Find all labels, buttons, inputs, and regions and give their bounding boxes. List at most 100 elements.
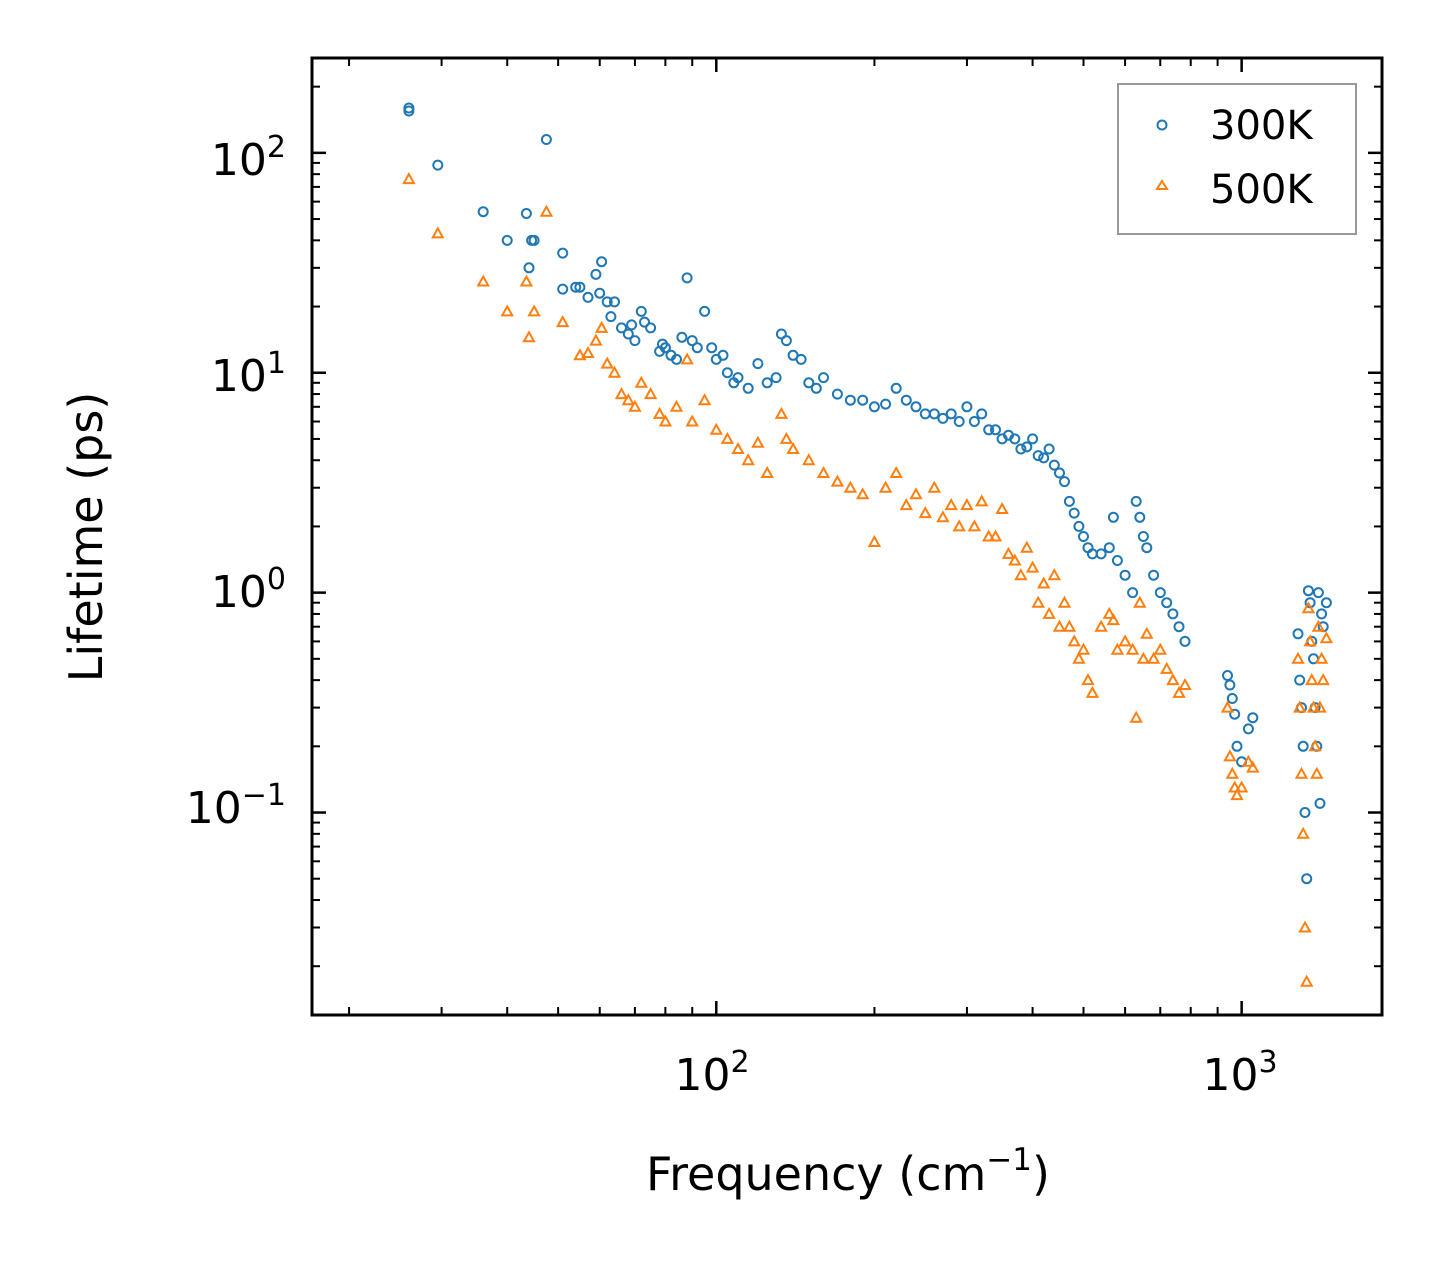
point-triangle — [1052, 619, 1067, 632]
point-triangle — [802, 453, 816, 466]
point-triangle — [1110, 642, 1125, 655]
point-circle — [780, 335, 792, 347]
point-triangle — [476, 274, 490, 287]
point-circle — [616, 322, 627, 334]
point-triangle — [697, 393, 712, 406]
point-triangle — [1316, 673, 1330, 686]
plot-points — [402, 102, 1334, 987]
point-triangle — [1311, 619, 1326, 632]
point-circle — [596, 256, 608, 268]
point-circle — [622, 328, 634, 340]
point-circle — [1063, 495, 1075, 507]
point-circle — [983, 424, 995, 436]
point-circle — [1043, 443, 1055, 455]
y-tick-label-1: 100 — [211, 562, 286, 618]
point-circle — [1222, 670, 1233, 681]
point-triangle — [402, 172, 416, 185]
point-circle — [605, 311, 617, 323]
point-triangle — [1246, 760, 1260, 773]
point-triangle — [731, 441, 745, 454]
point-triangle — [614, 387, 629, 400]
point-circle — [582, 291, 594, 303]
point-triangle — [527, 304, 541, 317]
point-triangle — [1166, 673, 1180, 686]
point-circle — [1314, 797, 1326, 809]
point-triangle — [760, 465, 774, 478]
point-circle — [681, 272, 693, 284]
point-circle — [706, 342, 718, 354]
point-triangle — [600, 356, 614, 369]
point-triangle — [1294, 766, 1309, 779]
point-triangle — [1094, 619, 1108, 632]
point-circle — [1059, 476, 1070, 488]
point-circle — [890, 382, 902, 394]
point-triangle — [1067, 634, 1081, 647]
point-circle — [645, 322, 657, 334]
point-triangle — [1223, 749, 1237, 762]
point-triangle — [500, 304, 514, 317]
point-triangle — [1178, 677, 1192, 690]
point-triangle — [909, 487, 923, 500]
point-triangle — [952, 519, 966, 532]
point-triangle — [741, 453, 755, 466]
point-circle — [1231, 740, 1243, 752]
y-tick-label-10: 101 — [211, 346, 286, 402]
point-triangle — [1081, 673, 1095, 686]
point-triangle — [1314, 651, 1329, 664]
x-tick-label-1000: 103 — [1202, 1045, 1277, 1101]
point-triangle — [519, 274, 534, 287]
point-triangle — [1140, 626, 1154, 639]
point-circle — [831, 388, 843, 400]
point-triangle — [1076, 642, 1091, 655]
point-circle — [1027, 433, 1039, 445]
point-circle — [403, 105, 415, 117]
point-circle — [868, 401, 880, 413]
point-circle — [570, 281, 582, 293]
point-triangle — [1293, 700, 1307, 713]
point-triangle — [1308, 739, 1322, 752]
point-circle — [1103, 542, 1115, 554]
point-triangle — [878, 480, 893, 493]
point-circle — [1107, 511, 1119, 523]
point-triangle — [431, 226, 445, 239]
point-triangle — [816, 465, 831, 478]
point-circle — [880, 398, 892, 410]
point-circle — [523, 262, 535, 274]
legend-box — [1117, 83, 1357, 235]
point-triangle — [967, 519, 982, 532]
point-triangle — [1047, 568, 1061, 581]
point-circle — [1292, 628, 1304, 640]
x-axis-label: Frequency (cm−1) — [646, 1142, 1050, 1201]
series-500k — [402, 172, 1334, 987]
point-circle — [945, 408, 957, 420]
point-triangle — [1146, 651, 1161, 664]
point-circle — [919, 408, 931, 420]
legend: 300K 500K — [1117, 83, 1357, 235]
point-triangle — [982, 529, 996, 542]
point-triangle — [1125, 642, 1140, 655]
point-triangle — [669, 399, 684, 412]
point-circle — [1229, 708, 1241, 720]
point-triangle — [988, 529, 1003, 542]
point-triangle — [1298, 920, 1312, 933]
point-triangle — [709, 422, 723, 435]
point-circle — [1054, 467, 1065, 479]
point-circle — [626, 319, 638, 331]
y-tick-label-0.1: 10−1 — [186, 778, 286, 834]
point-triangle — [634, 375, 648, 388]
point-circle — [900, 394, 912, 406]
point-circle — [1068, 507, 1080, 519]
point-triangle — [643, 387, 658, 400]
point-circle — [1294, 674, 1306, 686]
point-circle — [770, 372, 782, 384]
point-circle — [976, 408, 988, 420]
point-circle — [1302, 585, 1314, 597]
point-triangle — [720, 431, 735, 444]
point-triangle — [1303, 634, 1317, 647]
point-circle — [520, 208, 532, 219]
point-circle — [477, 206, 489, 218]
point-triangle — [1241, 754, 1256, 767]
point-triangle — [889, 465, 903, 478]
point-circle — [721, 367, 733, 379]
